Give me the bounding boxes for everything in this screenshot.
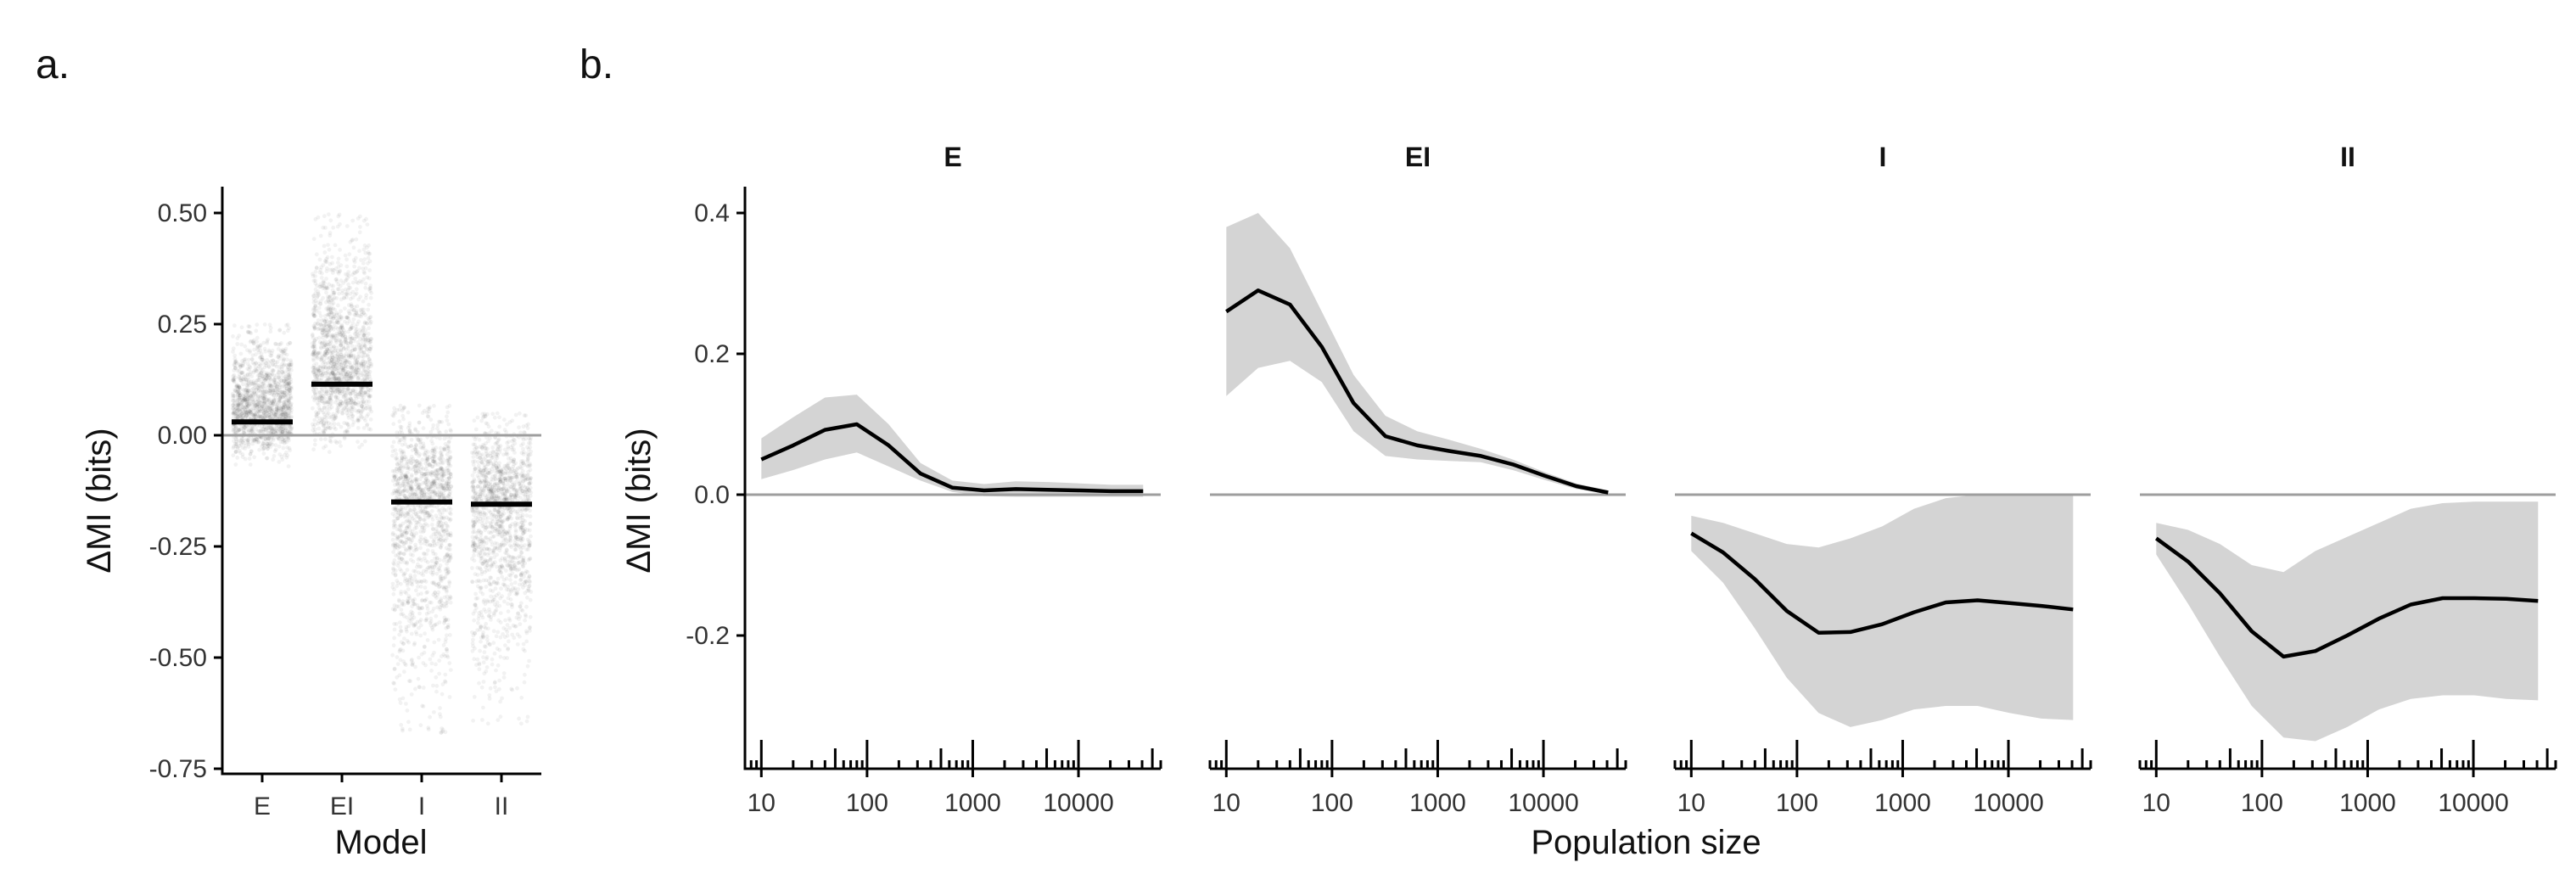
strip-points-ii [469, 411, 534, 726]
panel-a-x-tick-label: E [254, 792, 271, 820]
x-tick-label: 10 [1212, 789, 1240, 817]
facet-ii: II 10 100 1000 10000 [2138, 142, 2557, 817]
confidence-ribbon-e [761, 395, 1144, 497]
panel-a-x-tick-label: II [495, 792, 509, 820]
panel-b-y-axis-title: ΔMI (bits) [620, 428, 658, 573]
facet-i: I 10 100 1000 10000 [1673, 142, 2092, 817]
facet-title-i: I [1879, 142, 1887, 172]
panel-a-x-tick-label: I [418, 792, 425, 820]
panel-b-x-axis-title: Population size [1531, 824, 1761, 861]
confidence-ribbon-ei [1226, 213, 1609, 495]
panel-b-y-tick-label: 0.0 [694, 481, 730, 509]
facet-title-e: E [944, 142, 961, 172]
facet-ei: EI 10 100 1000 10000 [1208, 142, 1627, 817]
mean-line-ei [1225, 288, 1609, 495]
x-tick-label: 1000 [944, 789, 1001, 817]
confidence-ribbon-ii [2156, 501, 2539, 742]
panel-a-y-tick-label: 0.00 [158, 422, 207, 450]
x-tick-label: 1000 [1874, 789, 1931, 817]
facet-title-ei: EI [1405, 142, 1431, 172]
x-tick-label: 1000 [2339, 789, 2396, 817]
x-tick-label: 10000 [1508, 789, 1578, 817]
strip-points-ei [310, 212, 374, 455]
x-tick-label: 100 [2241, 789, 2283, 817]
x-tick-label: 100 [1776, 789, 1818, 817]
strip-points-e [230, 322, 294, 468]
panel-a-y-tick-label: -0.50 [149, 644, 207, 672]
mean-line-e [760, 422, 1144, 494]
x-tick-label: 10 [1677, 789, 1705, 817]
panel-a-label: a. [36, 42, 70, 87]
x-tick-label: 100 [1311, 789, 1353, 817]
x-tick-label: 10 [748, 789, 776, 817]
x-tick-label: 10000 [1043, 789, 1113, 817]
panel-b-y-tick-label: 0.4 [694, 199, 730, 227]
facet-e: E 10 100 1000 10000 -0.2 0.0 0.2 0.4 [686, 142, 1162, 817]
x-tick-label: 10 [2142, 789, 2170, 817]
panel-a-x-tick-label: EI [330, 792, 354, 820]
x-tick-label: 10000 [1973, 789, 2043, 817]
x-tick-label: 10000 [2438, 789, 2508, 817]
panel-a-x-axis-title: Model [335, 824, 428, 861]
mean-line-i [1690, 531, 2074, 635]
panel-b-y-tick-label: 0.2 [694, 340, 730, 368]
panel-a-y-axis-title: ΔMI (bits) [81, 428, 118, 573]
panel-a-y-tick-label: 0.50 [158, 199, 207, 227]
panel-a-strip-chart: -0.75-0.50-0.250.000.250.50E EI I II [149, 187, 541, 820]
facet-title-ii: II [2340, 142, 2355, 172]
panel-a-y-tick-label: -0.75 [149, 755, 207, 783]
x-tick-label: 1000 [1409, 789, 1466, 817]
confidence-ribbon-i [1691, 495, 2074, 727]
panel-b-label: b. [580, 42, 613, 87]
panel-a-y-tick-label: 0.25 [158, 311, 207, 339]
panel-b-faceted-chart: E 10 100 1000 10000 -0.2 0.0 0.2 0.4 EI 10 100 1000 1… [686, 142, 2557, 817]
x-tick-label: 100 [846, 789, 888, 817]
mean-line-ii [2154, 536, 2539, 659]
panel-b-y-tick-label: -0.2 [686, 622, 730, 650]
strip-points-i [390, 403, 454, 735]
panel-a-points [230, 212, 534, 735]
panel-a-y-tick-label: -0.25 [149, 533, 207, 561]
